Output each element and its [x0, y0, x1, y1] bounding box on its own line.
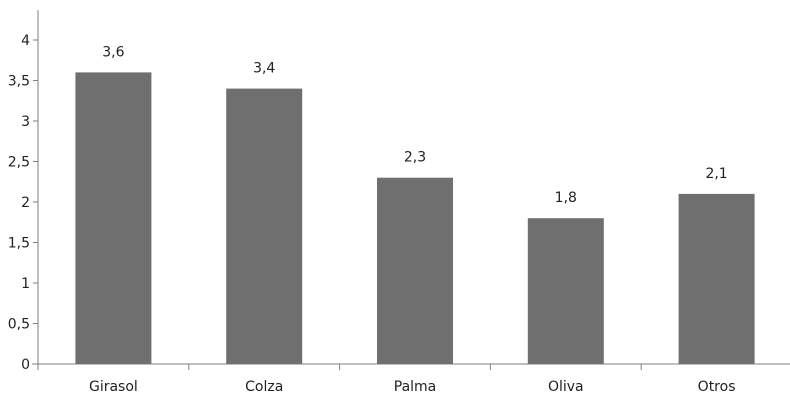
- data-labels: 3,6 3,4 2,3 1,8 2,1: [102, 44, 727, 206]
- y-tick-label: 2: [21, 195, 30, 211]
- y-axis: 0 0,5 1 1,5 2 2,5 3 3,5 4: [8, 10, 39, 373]
- y-tick-label: 1,5: [8, 236, 30, 252]
- x-tick-label: Otros: [698, 379, 736, 395]
- data-label: 3,6: [102, 44, 124, 60]
- y-tick-label: 1: [21, 276, 30, 292]
- x-tick-label: Oliva: [548, 379, 584, 395]
- y-tick-label: 0,5: [8, 317, 30, 333]
- bar: [527, 218, 604, 364]
- y-tick-label: 2,5: [8, 155, 30, 171]
- y-tick-label: 0: [21, 357, 30, 373]
- bar: [678, 193, 755, 364]
- bars: [75, 72, 755, 365]
- data-label: 1,8: [555, 190, 577, 206]
- x-tick-label: Girasol: [89, 379, 138, 395]
- bar: [226, 88, 303, 364]
- y-tick-label: 4: [21, 33, 30, 49]
- y-tick-label: 3: [21, 114, 30, 130]
- x-tick-label: Palma: [394, 379, 437, 395]
- x-axis: Girasol Colza Palma Oliva Otros: [32, 363, 790, 395]
- data-label: 2,3: [404, 150, 426, 166]
- data-label: 2,1: [705, 166, 727, 182]
- data-label: 3,4: [253, 61, 275, 77]
- bar: [75, 72, 152, 365]
- bar: [377, 177, 453, 364]
- y-tick-label: 3,5: [8, 74, 30, 90]
- x-tick-label: Colza: [245, 379, 283, 395]
